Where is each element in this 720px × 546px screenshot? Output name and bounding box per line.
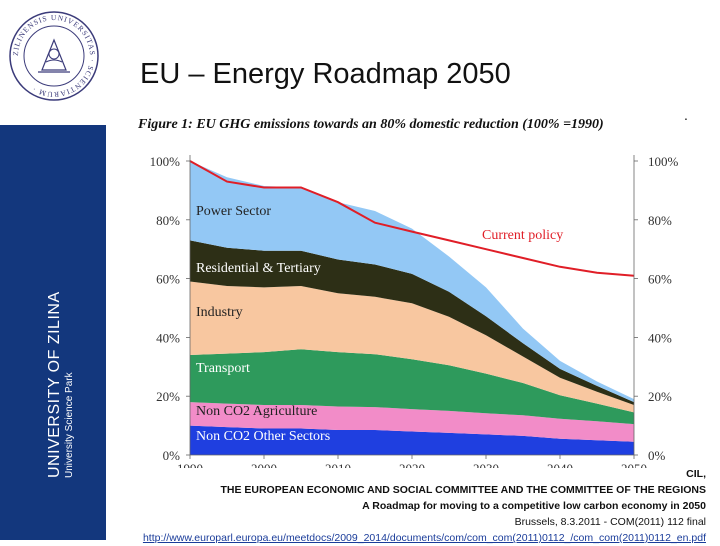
x-tick-label: 2050 xyxy=(621,461,647,468)
emissions-chart: Figure 1: EU GHG emissions towards an 80… xyxy=(106,106,720,468)
area-power-sector xyxy=(190,161,634,403)
current-policy-line xyxy=(189,160,635,277)
y-tick-label-left: 100% xyxy=(150,154,181,169)
x-tick-label: 2030 xyxy=(473,461,499,468)
title-dot: . xyxy=(684,107,688,123)
y-tick-label-right: 60% xyxy=(648,272,672,287)
x-tick-label: 2040 xyxy=(547,461,573,468)
caption-line-2: THE EUROPEAN ECONOMIC AND SOCIAL COMMITT… xyxy=(220,484,706,496)
x-tick-label: 2000 xyxy=(251,461,277,468)
y-tick-label-left: 80% xyxy=(156,213,180,228)
y-tick-label-right: 20% xyxy=(648,389,672,404)
caption-line-1: CIL, xyxy=(686,468,706,480)
area-non-co2-other-sectors xyxy=(190,425,634,455)
series-label-industry: Industry xyxy=(196,305,243,320)
x-tick-label: 1990 xyxy=(177,461,203,468)
y-tick-label-left: 20% xyxy=(156,389,180,404)
y-tick-label-right: 40% xyxy=(648,330,672,345)
chart-title: Figure 1: EU GHG emissions towards an 80… xyxy=(137,117,604,132)
y-tick-label-right: 80% xyxy=(648,213,672,228)
area-transport xyxy=(190,349,634,425)
series-label-residential: Residential & Tertiary xyxy=(196,261,321,276)
series-label-agriculture: Non CO2 Agriculture xyxy=(196,404,317,419)
area-residential-tertiary xyxy=(190,240,634,405)
caption-line-4: Brussels, 8.3.2011 - COM(2011) 112 final xyxy=(514,516,706,528)
source-caption: CIL, THE EUROPEAN ECONOMIC AND SOCIAL CO… xyxy=(106,466,706,546)
x-tick-label: 2020 xyxy=(399,461,425,468)
y-tick-label-left: 0% xyxy=(163,448,181,463)
sidebar xyxy=(0,125,106,540)
science-park-name: University Science Park xyxy=(64,372,75,478)
x-tick-label: 2010 xyxy=(325,461,351,468)
y-tick-label-left: 40% xyxy=(156,330,180,345)
university-name: UNIVERSITY OF ZILINA xyxy=(46,291,63,478)
area-industry xyxy=(190,281,634,413)
y-tick-label-right: 100% xyxy=(648,154,679,169)
area-non-co2-agriculture xyxy=(190,402,634,442)
caption-line-3: A Roadmap for moving to a competitive lo… xyxy=(362,500,706,512)
series-label-transport: Transport xyxy=(196,361,250,376)
series-label-power: Power Sector xyxy=(196,204,271,219)
slide-title: EU – Energy Roadmap 2050 xyxy=(140,58,511,90)
y-tick-label-left: 60% xyxy=(156,272,180,287)
series-label-other: Non CO2 Other Sectors xyxy=(196,429,330,444)
y-tick-label-right: 0% xyxy=(648,448,666,463)
series-label-current: Current policy xyxy=(482,228,563,243)
source-link[interactable]: http://www.europarl.europa.eu/meetdocs/2… xyxy=(142,532,706,544)
university-seal-logo: ZILINENSIS UNIVERSITAS · SCIENTIARUM · xyxy=(9,11,99,101)
